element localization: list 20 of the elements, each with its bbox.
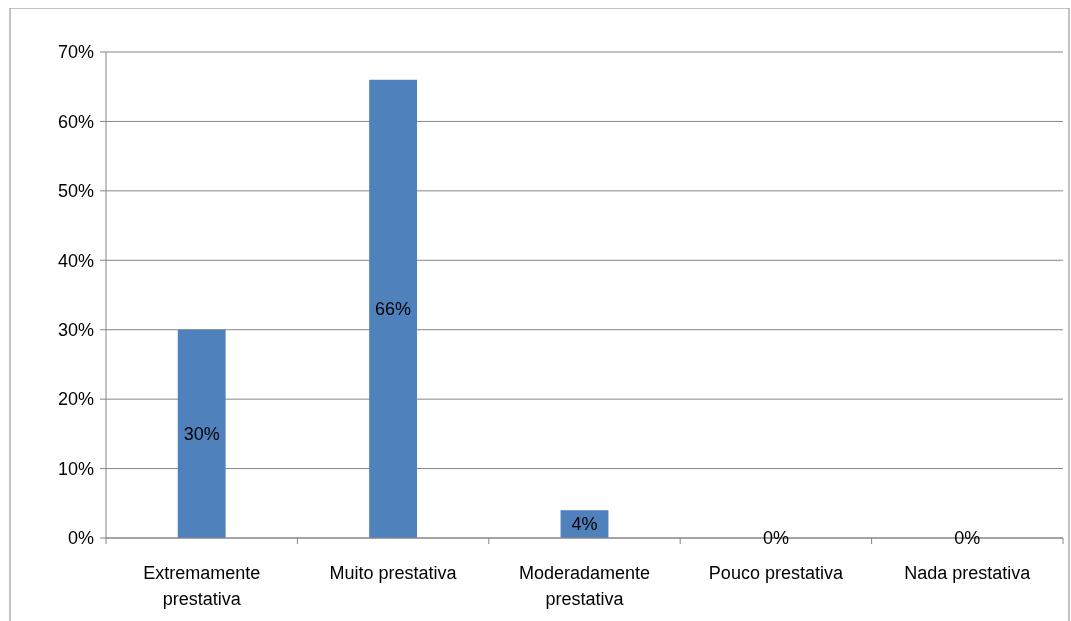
y-tick-label: 20% xyxy=(57,389,94,410)
y-tick-label: 40% xyxy=(57,250,94,271)
y-tick-label: 70% xyxy=(57,42,94,63)
data-label: 0% xyxy=(954,528,981,549)
x-tick-label: Muito prestativa xyxy=(329,563,458,583)
bar xyxy=(177,329,226,538)
y-tick-label: 10% xyxy=(57,458,94,479)
data-label: 0% xyxy=(762,528,789,549)
data-label: 4% xyxy=(571,514,598,535)
bar xyxy=(369,79,418,538)
x-tick-label: Moderadamente prestativa xyxy=(518,563,651,609)
x-tick-label: Extremamente prestativa xyxy=(143,563,261,609)
y-tick-label: 60% xyxy=(57,111,94,132)
x-tick-label: Nada prestativa xyxy=(904,563,1032,583)
data-label: 30% xyxy=(183,424,220,445)
data-label: 66% xyxy=(375,299,412,320)
x-tick-label: Pouco prestativa xyxy=(708,563,844,583)
y-tick-label: 50% xyxy=(57,181,94,202)
y-tick-label: 30% xyxy=(57,320,94,341)
y-tick-label: 0% xyxy=(67,528,94,549)
